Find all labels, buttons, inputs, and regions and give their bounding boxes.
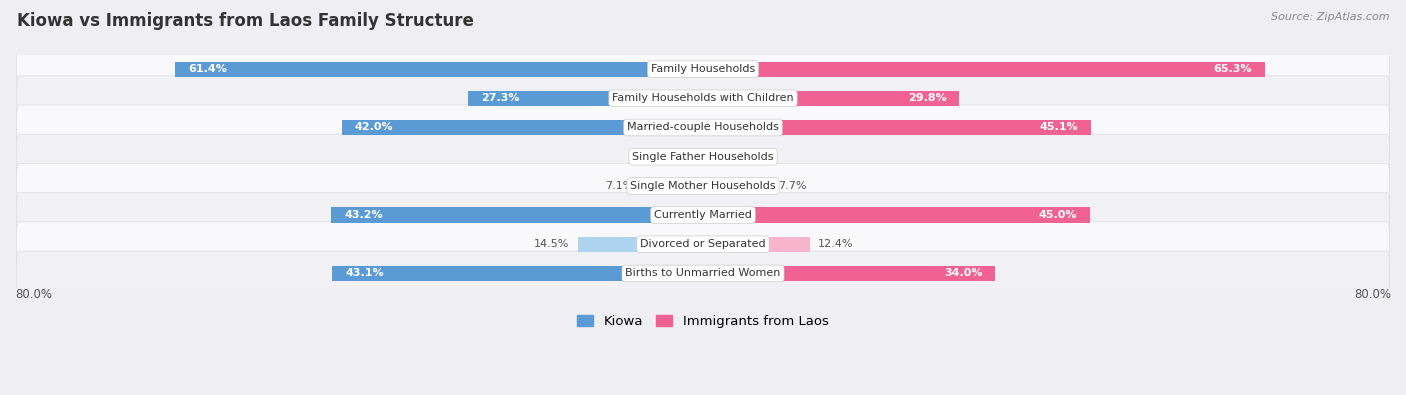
- Bar: [703, 91, 959, 106]
- Text: Family Households with Children: Family Households with Children: [612, 93, 794, 103]
- Text: Source: ZipAtlas.com: Source: ZipAtlas.com: [1271, 12, 1389, 22]
- Text: 14.5%: 14.5%: [534, 239, 569, 249]
- Text: 80.0%: 80.0%: [15, 288, 52, 301]
- Text: Married-couple Households: Married-couple Households: [627, 122, 779, 132]
- FancyBboxPatch shape: [17, 164, 1389, 209]
- Text: 45.0%: 45.0%: [1039, 210, 1077, 220]
- Bar: [342, 120, 703, 135]
- Bar: [703, 266, 995, 281]
- Text: 43.2%: 43.2%: [344, 210, 382, 220]
- FancyBboxPatch shape: [17, 134, 1389, 179]
- Text: 34.0%: 34.0%: [943, 269, 983, 278]
- FancyBboxPatch shape: [17, 105, 1389, 150]
- Text: 2.9%: 2.9%: [737, 152, 765, 162]
- Bar: [174, 62, 703, 77]
- FancyBboxPatch shape: [17, 76, 1389, 121]
- Legend: Kiowa, Immigrants from Laos: Kiowa, Immigrants from Laos: [572, 309, 834, 333]
- Bar: [643, 178, 703, 194]
- Text: 7.1%: 7.1%: [605, 181, 633, 191]
- Text: Family Households: Family Households: [651, 64, 755, 74]
- Text: 29.8%: 29.8%: [908, 93, 946, 103]
- Bar: [468, 91, 703, 106]
- Text: Currently Married: Currently Married: [654, 210, 752, 220]
- Bar: [703, 178, 769, 194]
- Bar: [703, 237, 810, 252]
- Text: Births to Unmarried Women: Births to Unmarried Women: [626, 269, 780, 278]
- Text: 42.0%: 42.0%: [354, 122, 394, 132]
- Bar: [332, 266, 703, 281]
- Bar: [703, 207, 1090, 223]
- Text: 27.3%: 27.3%: [481, 93, 520, 103]
- Bar: [578, 237, 703, 252]
- FancyBboxPatch shape: [17, 47, 1389, 92]
- Text: Single Father Households: Single Father Households: [633, 152, 773, 162]
- Text: 12.4%: 12.4%: [818, 239, 853, 249]
- Bar: [679, 149, 703, 164]
- Text: 61.4%: 61.4%: [188, 64, 226, 74]
- Text: Single Mother Households: Single Mother Households: [630, 181, 776, 191]
- Bar: [703, 62, 1264, 77]
- Text: Divorced or Separated: Divorced or Separated: [640, 239, 766, 249]
- Text: 43.1%: 43.1%: [346, 269, 384, 278]
- Text: 80.0%: 80.0%: [1354, 288, 1391, 301]
- FancyBboxPatch shape: [17, 251, 1389, 296]
- FancyBboxPatch shape: [17, 222, 1389, 267]
- FancyBboxPatch shape: [17, 193, 1389, 237]
- Text: 65.3%: 65.3%: [1213, 64, 1251, 74]
- Bar: [332, 207, 703, 223]
- Text: 45.1%: 45.1%: [1039, 122, 1078, 132]
- Bar: [703, 120, 1091, 135]
- Text: 7.7%: 7.7%: [778, 181, 806, 191]
- Bar: [703, 149, 728, 164]
- Text: 2.8%: 2.8%: [641, 152, 671, 162]
- Text: Kiowa vs Immigrants from Laos Family Structure: Kiowa vs Immigrants from Laos Family Str…: [17, 12, 474, 30]
